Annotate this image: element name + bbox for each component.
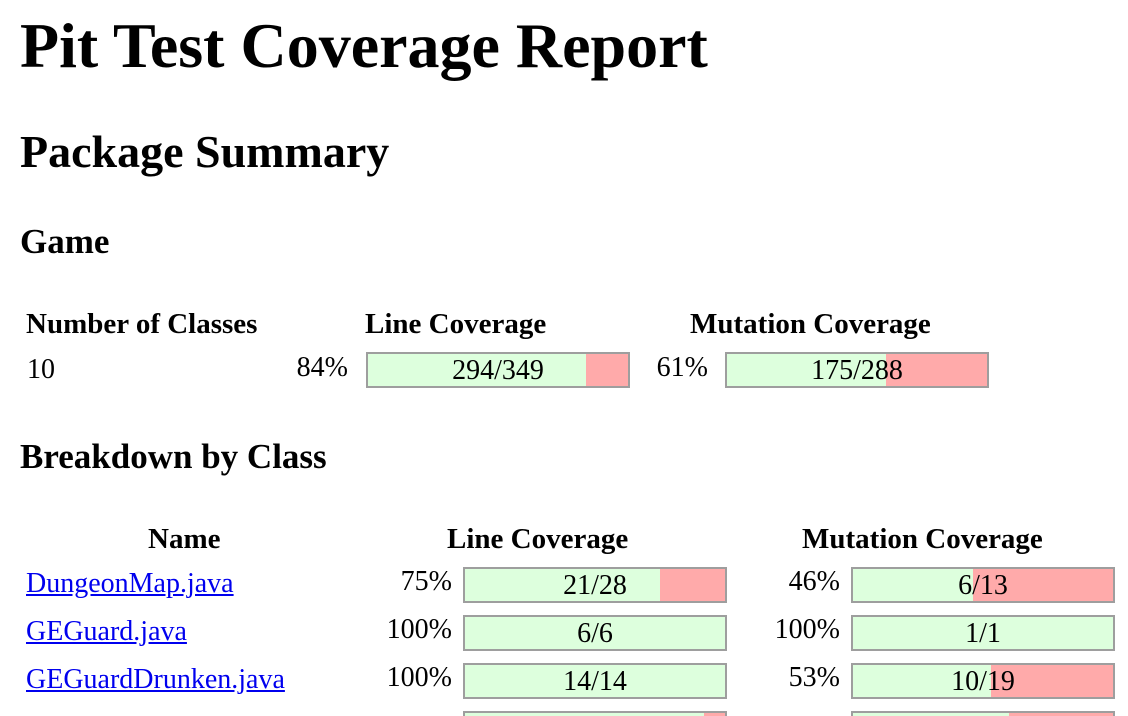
class-line-bar-covered — [465, 665, 725, 697]
line-coverage-ratio: 294/349 — [452, 355, 544, 386]
class-line-bar-covered — [465, 713, 705, 716]
class-mutation-bar-covered — [853, 713, 1009, 716]
class-line-bar-covered — [465, 569, 660, 601]
package-name: Game — [20, 222, 110, 261]
class-line-percent: 100% — [386, 662, 452, 693]
class-line-ratio: 6/6 — [577, 618, 613, 649]
class-mutation-ratio: 6/13 — [958, 570, 1008, 601]
class-link-dungeonmap[interactable]: DungeonMap.java — [26, 568, 234, 599]
class-mutation-bar — [851, 711, 1115, 716]
class-mutation-bar-covered — [853, 569, 973, 601]
header-mutation-coverage: Mutation Coverage — [690, 308, 931, 340]
class-mutation-ratio: 1/1 — [965, 618, 1001, 649]
breakdown-title: Breakdown by Class — [20, 437, 327, 476]
header-line-coverage: Line Coverage — [365, 308, 547, 340]
class-line-ratio: 21/28 — [563, 570, 627, 601]
class-line-percent: 75% — [400, 566, 452, 597]
class-mutation-percent: 46% — [788, 566, 840, 597]
class-mutation-bar: 10/19 — [851, 663, 1115, 699]
class-line-bar: 6/6 — [463, 615, 727, 651]
class-line-percent: 100% — [386, 614, 452, 645]
header-name: Name — [148, 523, 221, 555]
section-title: Package Summary — [20, 126, 390, 177]
header-class-mutation-coverage: Mutation Coverage — [802, 523, 1043, 555]
mutation-coverage-ratio: 175/288 — [811, 355, 903, 386]
class-mutation-percent: 53% — [788, 662, 840, 693]
line-coverage-bar: 294/349 — [366, 352, 630, 388]
class-line-bar-covered — [465, 617, 725, 649]
class-mutation-bar: 6/13 — [851, 567, 1115, 603]
page-title: Pit Test Coverage Report — [20, 10, 708, 81]
class-line-bar: 14/14 — [463, 663, 727, 699]
class-mutation-bar-covered — [853, 617, 1113, 649]
class-link-geguard[interactable]: GEGuard.java — [26, 616, 187, 647]
number-of-classes-value: 10 — [27, 354, 55, 385]
class-mutation-bar-covered — [853, 665, 991, 697]
class-mutation-ratio: 10/19 — [951, 666, 1015, 697]
class-line-bar: 21/28 — [463, 567, 727, 603]
class-line-bar — [463, 711, 727, 716]
mutation-coverage-bar: 175/288 — [725, 352, 989, 388]
class-line-ratio: 14/14 — [563, 666, 627, 697]
header-class-line-coverage: Line Coverage — [447, 523, 629, 555]
class-mutation-percent: 100% — [774, 614, 840, 645]
mutation-coverage-percent: 61% — [656, 352, 708, 383]
line-coverage-percent: 84% — [296, 352, 348, 383]
class-mutation-bar: 1/1 — [851, 615, 1115, 651]
header-number-of-classes: Number of Classes — [26, 308, 258, 340]
mutation-coverage-bar-covered — [727, 354, 886, 386]
class-link-geguarddrunken[interactable]: GEGuardDrunken.java — [26, 664, 285, 695]
line-coverage-bar-covered — [368, 354, 587, 386]
